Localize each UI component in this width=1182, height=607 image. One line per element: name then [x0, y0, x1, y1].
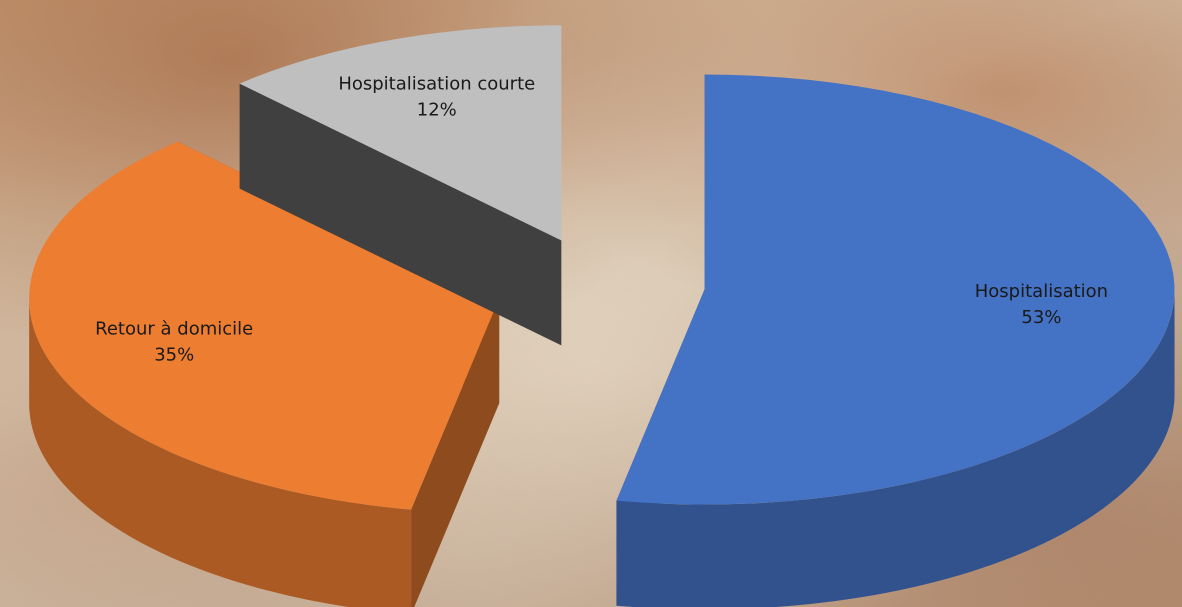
slice-label: Hospitalisation — [975, 281, 1108, 302]
value-label: 53% — [1021, 307, 1061, 328]
slice-label: Retour à domicile — [95, 319, 253, 340]
value-label: 12% — [417, 99, 457, 120]
value-label: 35% — [154, 345, 194, 366]
chart: Hospitalisation 53% Retour à domicile 35% Ho… — [0, 0, 1182, 607]
slice-label: Hospitalisation courte — [338, 73, 535, 94]
